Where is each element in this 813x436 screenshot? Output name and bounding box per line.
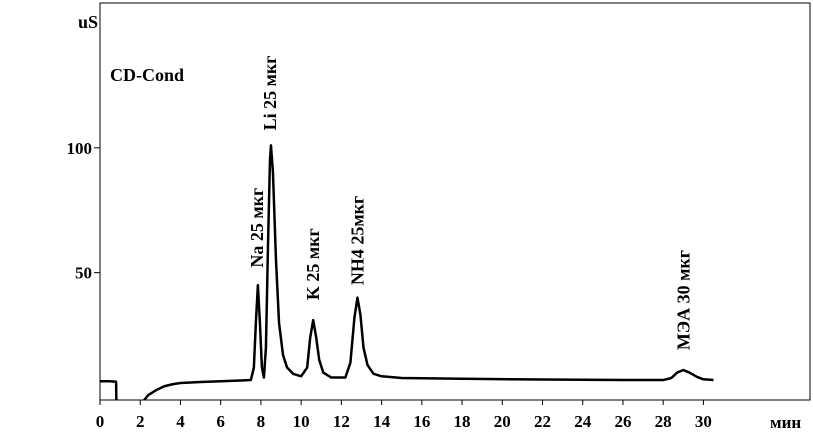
y-tick-label: 100: [67, 139, 93, 158]
x-tick-label: 10: [293, 412, 310, 431]
peak-label: Na 25 мкг: [247, 188, 267, 268]
plot-frame: [99, 2, 811, 401]
peak-label: Li 25 мкг: [260, 56, 280, 131]
x-tick-label: 30: [695, 412, 712, 431]
plot-area: [100, 144, 714, 400]
peak-label: K 25 мкг: [303, 228, 323, 300]
x-tick-label: 18: [454, 412, 471, 431]
peak-label: МЭА 30 мкг: [673, 250, 693, 350]
peak-label: NH4 25мкг: [347, 196, 367, 285]
x-tick-label: 2: [136, 412, 145, 431]
x-tick-label: 16: [413, 412, 430, 431]
x-tick-label: 20: [494, 412, 511, 431]
x-tick-label: 26: [614, 412, 631, 431]
x-tick-label: 22: [534, 412, 551, 431]
signal-line: [100, 144, 714, 400]
x-tick-label: 4: [176, 412, 185, 431]
x-tick-label: 12: [333, 412, 350, 431]
y-tick-label: 50: [75, 264, 92, 283]
x-tick-label: 6: [216, 412, 225, 431]
x-tick-label: 8: [257, 412, 266, 431]
x-tick-label: 0: [96, 412, 105, 431]
x-tick-label: 14: [373, 412, 391, 431]
x-tick-label: 28: [655, 412, 672, 431]
chart-title: CD-Cond: [110, 65, 184, 85]
x-tick-label: 24: [574, 412, 592, 431]
y-axis-label: uS: [78, 12, 98, 32]
x-axis-label: мин: [770, 413, 801, 432]
